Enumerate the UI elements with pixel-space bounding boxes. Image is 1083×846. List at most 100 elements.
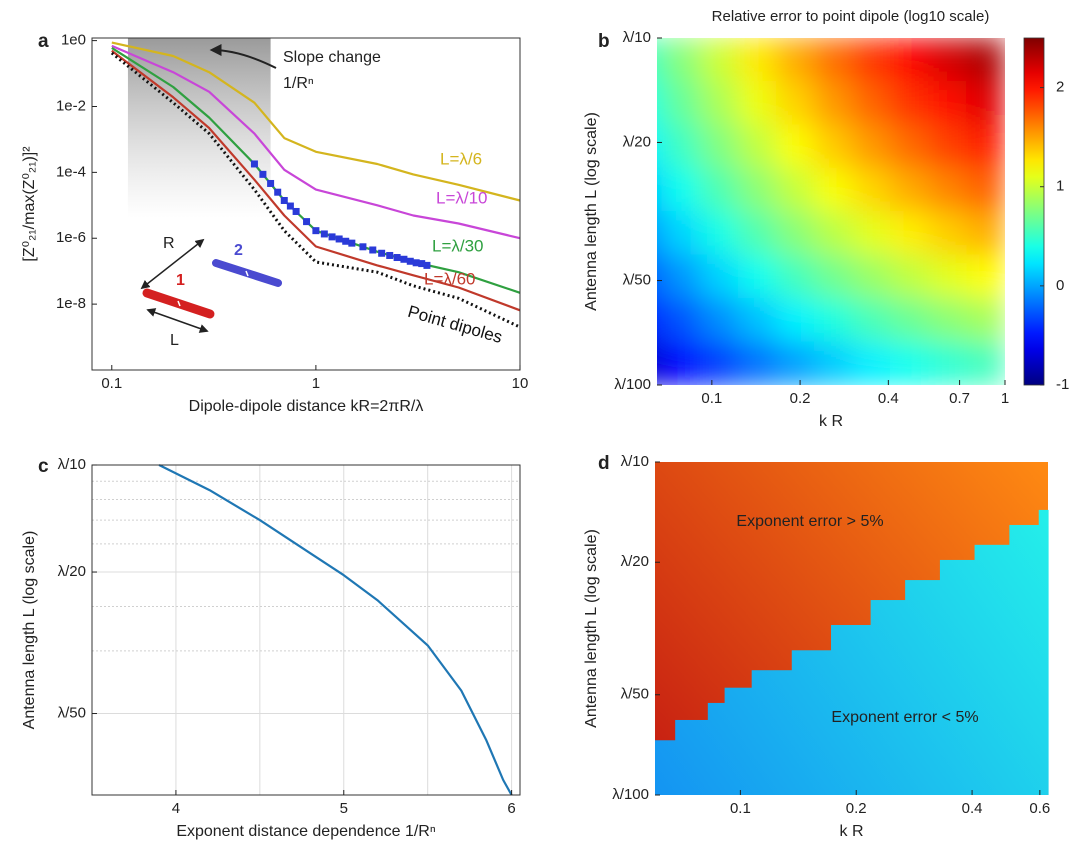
heatmap-cell [661, 167, 702, 212]
heatmap-cell [928, 124, 968, 169]
marker [250, 160, 258, 168]
marker [286, 202, 294, 210]
heatmap-cell [890, 210, 930, 256]
y-tick-label: 1e-4 [56, 163, 86, 180]
heatmap-cell [852, 297, 892, 343]
heatmap-cell [661, 210, 702, 256]
marker [418, 260, 426, 268]
heatmap-cell [852, 210, 892, 256]
heatmap-cell [852, 124, 892, 169]
heatmap-cell [814, 80, 854, 126]
heatmap-cell [814, 210, 854, 256]
x-axis-label: Exponent distance dependence 1/Rⁿ [176, 823, 436, 840]
inset-label: 2 [234, 242, 243, 259]
y-tick-label: λ/100 [612, 786, 649, 803]
x-axis-label: k R [840, 823, 864, 840]
marker [393, 254, 401, 262]
heatmap-cell [737, 297, 777, 343]
y-tick-label: λ/50 [621, 686, 649, 703]
heatmap-cell [966, 38, 1005, 82]
series-line [111, 44, 521, 240]
heatmap-cell [814, 341, 854, 385]
marker [342, 237, 350, 245]
marker [378, 249, 386, 257]
colorbar-tick-label: -1 [1056, 376, 1069, 393]
heatmap-cell [852, 167, 892, 212]
region-step [1009, 524, 1040, 795]
heatmap-cell [928, 80, 968, 126]
x-tick-label: 0.4 [962, 800, 983, 817]
x-tick-label: 0.2 [846, 800, 867, 817]
y-tick-label: λ/20 [623, 133, 651, 150]
inset-label: 1 [176, 272, 185, 289]
heatmap-cell [700, 80, 739, 126]
x-tick-label: 6 [507, 800, 515, 817]
heatmap-cell [928, 254, 968, 299]
heatmap-cell [890, 80, 930, 126]
series-label: L=λ/10 [436, 188, 488, 207]
y-tick-label: λ/10 [623, 29, 651, 46]
region-step [791, 650, 832, 795]
marker [328, 233, 336, 241]
region-label: Exponent error < 5% [831, 709, 978, 726]
panel-label: c [38, 456, 49, 477]
heatmap-cell [775, 38, 816, 82]
region-step [870, 600, 906, 795]
plot-frame [91, 37, 521, 371]
heatmap-cell [737, 210, 777, 256]
heatmap-cell [737, 80, 777, 126]
heatmap-cell [661, 80, 702, 126]
panel-label: d [598, 453, 610, 474]
x-axis-label: Dipole-dipole distance kR=2πR/λ [189, 398, 424, 415]
heatmap-cell [657, 167, 663, 212]
x-tick-label: 0.6 [1029, 800, 1050, 817]
heatmap-cell [657, 341, 663, 385]
y-tick-label: λ/10 [621, 453, 649, 470]
heatmap-cell [814, 124, 854, 169]
heatmap-cell [657, 210, 663, 256]
heatmap-cell [814, 167, 854, 212]
heatmap-cell [852, 80, 892, 126]
y-axis-label: Antenna length L (log scale) [583, 529, 600, 728]
heatmap-cell [890, 341, 930, 385]
marker [292, 207, 300, 215]
series-label: Point dipoles [406, 302, 505, 347]
colorbar [1023, 37, 1045, 386]
series-label: L=λ/60 [424, 269, 476, 288]
x-tick-label: 0.7 [949, 390, 970, 407]
x-tick-label: 0.2 [790, 390, 811, 407]
heatmap-cell [928, 38, 968, 82]
x-tick-label: 0.1 [101, 375, 122, 392]
marker [259, 170, 267, 178]
heatmap-cell [700, 124, 739, 169]
x-tick-label: 0.1 [701, 390, 722, 407]
region-step [905, 580, 941, 795]
heatmap-cell [814, 297, 854, 343]
heatmap-cell [737, 254, 777, 299]
colorbar-tick-label: 1 [1056, 178, 1064, 195]
chart-title: Relative error to point dipole (log10 sc… [712, 8, 990, 25]
marker [412, 259, 420, 267]
marker [280, 196, 288, 204]
heatmap-cells [657, 38, 1005, 385]
heatmap-cell [928, 210, 968, 256]
colorbar-tick-label: 2 [1056, 79, 1064, 96]
heatmap-cell [775, 210, 816, 256]
heatmap-cell [890, 167, 930, 212]
heatmap-cell [657, 80, 663, 126]
series-line [110, 51, 521, 329]
heatmap-cell [966, 124, 1005, 169]
x-tick-label: 10 [512, 375, 529, 392]
region-step [707, 702, 726, 795]
region-step [751, 670, 793, 795]
marker [369, 246, 377, 254]
y-tick-label: λ/10 [58, 456, 86, 473]
heatmap-cell [814, 254, 854, 299]
heatmap [657, 38, 1005, 385]
heatmap-cell [661, 341, 702, 385]
heatmap-cell [661, 297, 702, 343]
heatmap-cell [700, 38, 739, 82]
heatmap-cell [890, 124, 930, 169]
region-step [939, 559, 976, 795]
heatmap-cell [852, 38, 892, 82]
